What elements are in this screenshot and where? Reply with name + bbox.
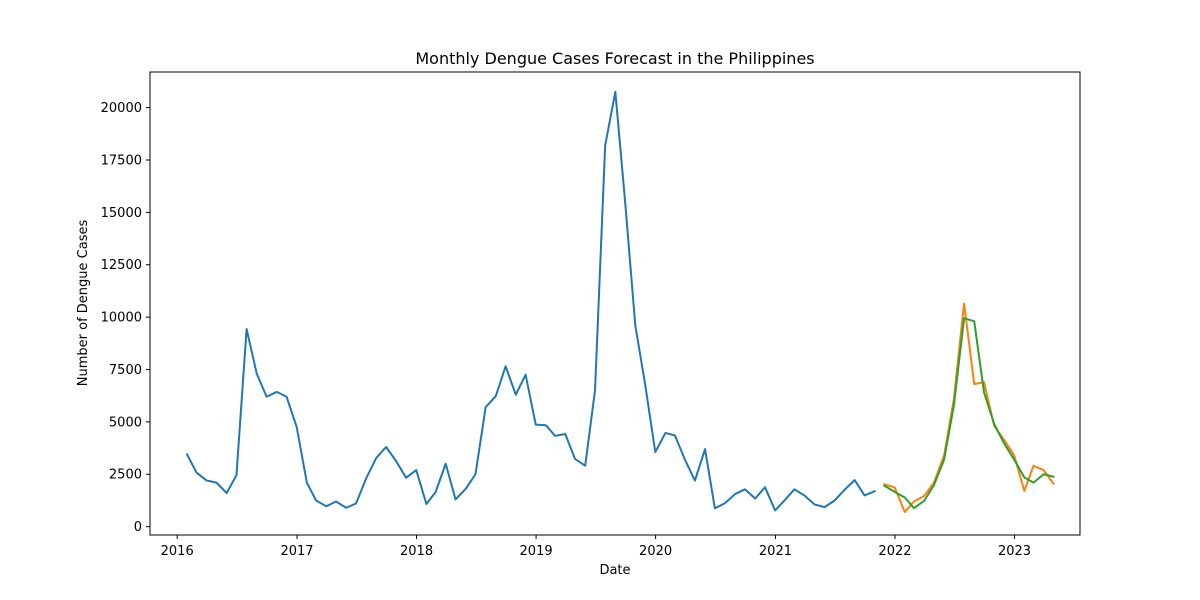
series-line-2	[883, 302, 1055, 513]
x-tick-label: 2021	[759, 544, 792, 559]
y-tick-label: 0	[134, 520, 142, 535]
x-axis: 2016 2017 2018 2019 2020 2021 2022 2023	[161, 535, 1031, 559]
y-tick-label: 10000	[101, 311, 142, 326]
series-line-1	[185, 90, 876, 512]
x-tick-label: 2019	[520, 544, 553, 559]
x-tick-label: 2018	[400, 544, 433, 559]
series-line-3	[883, 317, 1055, 510]
x-axis-label: Date	[599, 563, 630, 578]
y-tick-label: 20000	[101, 101, 142, 116]
x-tick-label: 2017	[280, 544, 313, 559]
y-tick-label: 12500	[101, 258, 142, 273]
y-axis: 0 2500 5000 7500 10000 12500 15000 17500 20000	[101, 101, 150, 535]
y-tick-label: 2500	[109, 468, 142, 483]
plot-frame	[149, 71, 1081, 536]
y-tick-label: 7500	[109, 363, 142, 378]
x-tick-label: 2020	[639, 544, 672, 559]
chart-title: Monthly Dengue Cases Forecast in the Phi…	[415, 49, 814, 68]
y-tick-label: 17500	[101, 153, 142, 168]
series-layer	[185, 90, 1055, 513]
y-tick-label: 5000	[109, 415, 142, 430]
y-tick-label: 15000	[101, 206, 142, 221]
y-axis-label: Number of Dengue Cases	[76, 220, 91, 387]
x-tick-label: 2023	[998, 544, 1031, 559]
x-tick-label: 2016	[161, 544, 194, 559]
x-tick-label: 2022	[878, 544, 911, 559]
